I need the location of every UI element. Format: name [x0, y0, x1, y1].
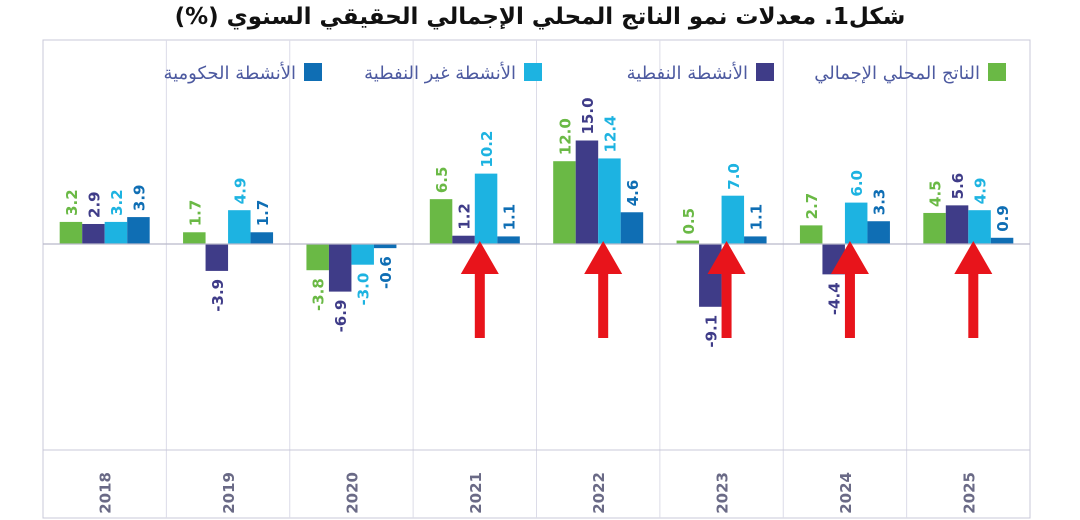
bar — [104, 221, 128, 244]
bar — [968, 210, 991, 244]
value-label: -3.8 — [310, 278, 328, 311]
value-label: 0.9 — [994, 205, 1012, 232]
value-label: -9.1 — [702, 315, 720, 348]
red-arrow-head — [584, 241, 623, 274]
value-label: -3.9 — [209, 279, 227, 312]
value-label: -4.4 — [826, 282, 844, 315]
legend-swatch — [988, 63, 1006, 81]
bar — [373, 244, 397, 249]
value-label: 6.0 — [848, 170, 866, 197]
value-label: 1.1 — [501, 204, 519, 231]
bar — [620, 212, 644, 244]
bar — [699, 244, 722, 307]
bar — [799, 225, 823, 244]
red-arrow-head — [830, 241, 869, 274]
bar — [183, 232, 206, 244]
bar — [306, 244, 329, 271]
bar — [867, 221, 890, 244]
value-label: 2.7 — [803, 193, 821, 220]
bar — [923, 212, 946, 244]
bar — [497, 236, 520, 244]
value-label: -3.0 — [355, 273, 373, 306]
bar — [676, 240, 700, 244]
year-label: 2022 — [590, 472, 608, 514]
bar — [205, 244, 229, 271]
bar — [351, 244, 374, 265]
bar — [553, 161, 576, 244]
chart-title: شكل1. معدلات نمو الناتج المحلي الإجمالي … — [174, 4, 906, 30]
bar — [721, 195, 745, 244]
year-label: 2023 — [714, 472, 732, 514]
bar — [429, 199, 453, 244]
bar — [575, 140, 599, 244]
bar — [250, 232, 274, 244]
value-label: 4.6 — [624, 180, 642, 207]
value-label: 3.9 — [130, 185, 148, 212]
value-label: 1.1 — [747, 204, 765, 231]
value-label: 4.9 — [972, 178, 990, 205]
year-label: 2024 — [837, 472, 855, 514]
bar — [844, 202, 868, 244]
year-label: 2021 — [467, 472, 485, 514]
year-label: 2025 — [960, 472, 978, 514]
bar — [228, 210, 251, 244]
year-label: 2020 — [343, 472, 361, 514]
value-label: 0.5 — [680, 208, 698, 235]
value-label: 3.3 — [871, 189, 889, 216]
legend-label: الأنشطة غير النفطية — [364, 62, 516, 84]
red-arrow-shaft — [598, 272, 609, 338]
bar — [474, 173, 498, 244]
bar — [59, 221, 83, 244]
value-label: 1.7 — [254, 200, 272, 227]
red-arrow-head — [460, 241, 499, 274]
year-label: 2019 — [220, 472, 238, 514]
red-arrow-shaft — [721, 272, 732, 338]
value-label: 5.6 — [949, 173, 967, 200]
value-label: 2.9 — [85, 191, 103, 218]
legend-swatch — [756, 63, 774, 81]
red-arrow-head — [707, 241, 746, 274]
red-arrow-shaft — [844, 272, 855, 338]
value-label: 12.4 — [601, 115, 619, 152]
legend-label: الأنشطة الحكومية — [163, 62, 296, 84]
bar — [452, 235, 475, 244]
bar — [598, 158, 621, 244]
value-label: 12.0 — [556, 118, 574, 155]
value-label: 4.5 — [927, 180, 945, 207]
red-arrow-shaft — [968, 272, 979, 338]
value-label: 3.2 — [108, 189, 126, 216]
value-label: 1.2 — [456, 203, 474, 230]
bar — [328, 244, 352, 292]
bar — [744, 236, 767, 244]
red-arrow-shaft — [474, 272, 485, 338]
value-label: 7.0 — [725, 163, 743, 190]
value-label: 3.2 — [63, 189, 81, 216]
legend-label: الأنشطة النفطية — [627, 62, 748, 84]
value-label: -0.6 — [377, 256, 395, 289]
value-label: 6.5 — [433, 167, 451, 194]
bar — [990, 237, 1014, 244]
red-arrow-head — [954, 241, 993, 274]
bar — [82, 223, 105, 244]
value-label: -6.9 — [332, 300, 350, 333]
year-label: 2018 — [97, 472, 115, 514]
bar — [127, 217, 150, 244]
value-label: 10.2 — [478, 131, 496, 168]
bar — [945, 205, 969, 244]
value-label: 15.0 — [579, 97, 597, 134]
legend-label: الناتج المحلي الإجمالي — [814, 63, 980, 84]
value-label: 1.7 — [186, 200, 204, 227]
value-label: 4.9 — [231, 178, 249, 205]
legend-swatch — [524, 63, 542, 81]
legend-swatch — [304, 63, 322, 81]
